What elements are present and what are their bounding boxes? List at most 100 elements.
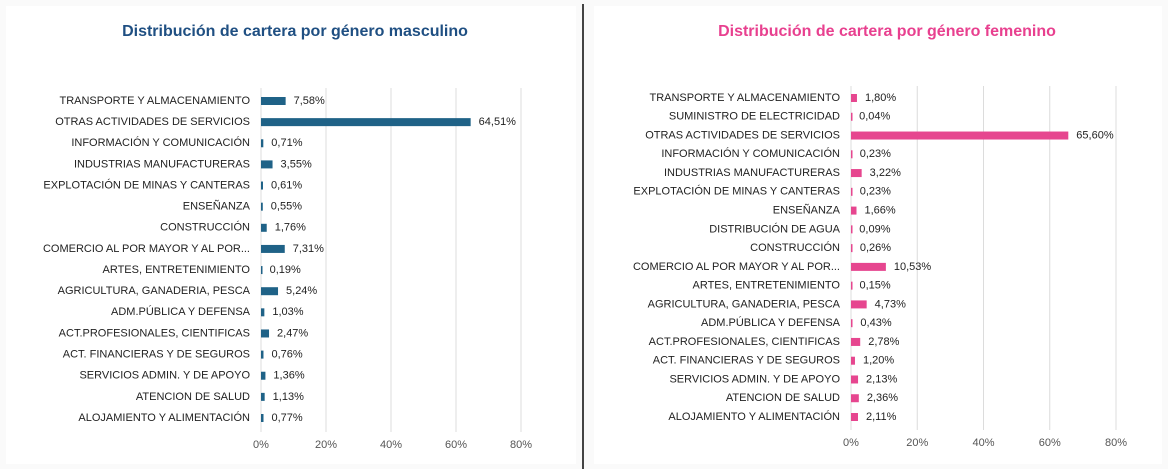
value-label: 1,66% xyxy=(864,204,895,216)
value-label: 1,20% xyxy=(863,355,894,367)
category-label: ACT. FINANCIERAS Y DE SEGUROS xyxy=(653,355,840,367)
category-label: SUMINISTRO DE ELECTRICIDAD xyxy=(669,111,840,123)
bar xyxy=(851,375,859,384)
category-label: CONSTRUCCIÓN xyxy=(750,241,840,254)
value-label: 0,76% xyxy=(271,349,302,361)
category-label: COMERCIO AL POR MAYOR Y AL POR... xyxy=(43,243,250,255)
bar xyxy=(261,223,267,232)
bar xyxy=(261,414,264,422)
value-label: 1,03% xyxy=(272,306,303,318)
category-label: ATENCION DE SALUD xyxy=(136,391,250,403)
category-label: TRANSPORTE Y ALMACENAMIENTO xyxy=(649,92,840,104)
bar xyxy=(851,244,853,253)
bar xyxy=(261,350,264,359)
x-tick-label: 40% xyxy=(380,439,402,451)
bar xyxy=(261,202,263,211)
x-tick-label: 20% xyxy=(315,439,337,451)
x-tick-label: 80% xyxy=(1105,437,1127,449)
bar xyxy=(851,262,886,271)
value-label: 0,61% xyxy=(271,179,302,191)
bar xyxy=(261,308,265,317)
bar xyxy=(851,337,861,346)
category-label: INFORMACIÓN Y COMUNICACIÓN xyxy=(661,147,840,160)
category-label: TRANSPORTE Y ALMACENAMIENTO xyxy=(59,95,250,107)
category-label: ENSEÑANZA xyxy=(183,200,251,213)
category-label: SERVICIOS ADMIN. Y DE APOYO xyxy=(79,370,250,382)
x-tick-label: 0% xyxy=(843,437,859,449)
category-label: ALOJAMIENTO Y ALIMENTACIÓN xyxy=(78,411,250,424)
bar xyxy=(851,394,859,403)
bar xyxy=(851,112,853,121)
value-label: 0,26% xyxy=(860,242,891,254)
value-label: 0,77% xyxy=(272,412,303,424)
category-label: AGRICULTURA, GANADERIA, PESCA xyxy=(648,298,841,310)
bar xyxy=(851,206,857,215)
value-label: 1,13% xyxy=(273,391,304,403)
value-label: 2,78% xyxy=(868,336,899,348)
category-label: INDUSTRIAS MANUFACTURERAS xyxy=(664,167,840,179)
chart-title: Distribución de cartera por género femen… xyxy=(718,23,1056,40)
bar xyxy=(851,281,853,290)
bar xyxy=(261,160,273,169)
bar xyxy=(261,139,264,148)
bar xyxy=(261,118,471,127)
bar xyxy=(261,371,266,380)
bar xyxy=(851,356,855,365)
bar xyxy=(851,94,857,102)
bar xyxy=(261,392,265,401)
value-label: 2,47% xyxy=(277,327,308,339)
category-label: ACT.PROFESIONALES, CIENTIFICAS xyxy=(649,336,840,348)
value-label: 0,55% xyxy=(271,201,302,213)
bar xyxy=(851,187,853,196)
value-label: 0,71% xyxy=(271,137,302,149)
value-label: 65,60% xyxy=(1076,129,1114,141)
bar xyxy=(261,244,285,253)
category-label: ATENCION DE SALUD xyxy=(726,392,840,404)
category-label: ADM.PÚBLICA Y DEFENSA xyxy=(701,316,841,329)
value-label: 0,15% xyxy=(859,280,890,292)
value-label: 10,53% xyxy=(894,261,932,273)
category-label: INFORMACIÓN Y COMUNICACIÓN xyxy=(71,136,250,149)
value-label: 1,36% xyxy=(273,370,304,382)
value-label: 2,36% xyxy=(867,392,898,404)
bar xyxy=(261,287,279,296)
bar xyxy=(851,225,853,234)
value-label: 1,76% xyxy=(275,222,306,234)
value-label: 5,24% xyxy=(286,285,317,297)
category-label: CONSTRUCCIÓN xyxy=(160,221,250,234)
category-label: OTRAS ACTIVIDADES DE SERVICIOS xyxy=(55,116,250,128)
value-label: 0,43% xyxy=(860,317,891,329)
category-label: INDUSTRIAS MANUFACTURERAS xyxy=(74,158,250,170)
value-label: 0,04% xyxy=(859,111,890,123)
bar xyxy=(851,319,853,328)
value-label: 7,31% xyxy=(293,243,324,255)
value-label: 1,80% xyxy=(865,92,896,104)
category-label: SERVICIOS ADMIN. Y DE APOYO xyxy=(669,373,840,385)
bar xyxy=(261,181,263,190)
value-label: 0,23% xyxy=(860,186,891,198)
category-label: EXPLOTACIÓN DE MINAS Y CANTERAS xyxy=(633,185,840,198)
bar xyxy=(261,97,286,105)
value-label: 2,13% xyxy=(866,373,897,385)
panel-right xyxy=(594,6,1162,464)
category-label: COMERCIO AL POR MAYOR Y AL POR... xyxy=(633,261,840,273)
bar xyxy=(261,266,263,275)
bar xyxy=(851,413,858,421)
bar xyxy=(851,150,853,159)
value-label: 3,22% xyxy=(870,167,901,179)
category-label: ARTES, ENTRETENIMIENTO xyxy=(692,280,840,292)
category-label: AGRICULTURA, GANADERIA, PESCA xyxy=(58,285,251,297)
bar xyxy=(851,300,867,309)
x-tick-label: 0% xyxy=(253,439,269,451)
x-tick-label: 60% xyxy=(445,439,467,451)
value-label: 2,11% xyxy=(866,411,897,423)
x-tick-label: 60% xyxy=(1039,437,1061,449)
value-label: 0,23% xyxy=(860,148,891,160)
category-label: ALOJAMIENTO Y ALIMENTACIÓN xyxy=(668,410,840,423)
x-tick-label: 40% xyxy=(972,437,994,449)
value-label: 64,51% xyxy=(479,116,517,128)
value-label: 3,55% xyxy=(281,158,312,170)
x-tick-label: 80% xyxy=(510,439,532,451)
category-label: ARTES, ENTRETENIMIENTO xyxy=(102,264,250,276)
bar xyxy=(851,169,862,178)
